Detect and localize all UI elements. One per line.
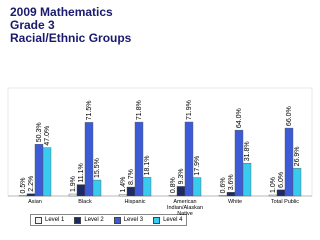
data-label: 11.1% — [78, 163, 85, 182]
bar — [176, 186, 186, 197]
data-label: 47.0% — [44, 126, 51, 146]
chart-title: 2009 Mathematics Grade 3 Racial/Ethnic G… — [10, 5, 132, 45]
plot-frame — [7, 87, 313, 197]
bar — [184, 121, 194, 197]
legend-label: Level 4 — [163, 217, 183, 223]
x-tick-label: Hispanic — [124, 199, 146, 205]
bar — [168, 194, 178, 197]
data-label: 1.0% — [270, 177, 277, 193]
legend-label: Level 2 — [84, 217, 104, 223]
bar — [26, 193, 36, 197]
legend-swatch — [113, 216, 121, 224]
data-label: 0.8% — [170, 177, 177, 193]
bar — [18, 195, 28, 197]
legend-item: Level 1 — [35, 216, 65, 224]
legend-label: Level 1 — [45, 217, 65, 223]
data-label: 6.0% — [278, 172, 285, 188]
bar — [226, 192, 236, 197]
data-label: 8.7% — [128, 169, 135, 185]
bar — [284, 127, 294, 197]
bar — [84, 122, 94, 197]
data-label: 1.4% — [120, 177, 127, 193]
bar — [134, 121, 144, 197]
data-label: 64.0% — [236, 108, 243, 128]
data-label: 66.0% — [286, 106, 293, 126]
bar — [268, 194, 278, 197]
data-label: 18.1% — [144, 156, 151, 176]
data-label: 3.6% — [228, 174, 235, 190]
bar — [242, 163, 252, 197]
data-label: 0.5% — [20, 178, 27, 194]
legend-item: Level 2 — [74, 216, 104, 224]
bar — [68, 193, 78, 197]
data-label: 71.9% — [186, 100, 193, 120]
legend-item: Level 3 — [113, 216, 144, 224]
legend-swatch — [74, 216, 82, 224]
bar — [42, 147, 52, 197]
data-label: 2.2% — [28, 176, 35, 192]
bar — [34, 144, 44, 197]
data-label: 15.5% — [94, 158, 101, 178]
bar — [76, 184, 86, 197]
legend-swatch — [153, 216, 161, 224]
legend-swatch — [35, 216, 42, 224]
data-label: 71.8% — [136, 100, 143, 120]
x-tick-label: Black — [78, 199, 92, 205]
x-tick-label: Total Public — [270, 199, 300, 205]
bar — [234, 129, 244, 197]
legend: Level 1 Level 2 Level 3 Level 4 — [30, 214, 188, 226]
data-label: 26.9% — [294, 146, 301, 166]
x-tick-label: American Indian/Alaskan Native — [166, 199, 204, 217]
bar — [292, 168, 302, 197]
x-tick-label: Asian — [28, 199, 42, 205]
bar — [142, 177, 152, 197]
bar — [276, 189, 286, 197]
legend-label: Level 3 — [123, 217, 144, 223]
bar — [192, 177, 202, 197]
bar — [218, 195, 228, 197]
bar — [118, 194, 128, 197]
x-tick-label: White — [227, 199, 243, 205]
data-label: 9.3% — [178, 168, 185, 184]
bar — [92, 179, 102, 197]
data-label: 31.8% — [244, 141, 251, 161]
data-label: 17.9% — [194, 156, 201, 176]
data-label: 71.5% — [86, 101, 93, 121]
bar — [126, 186, 136, 197]
data-label: 50.3% — [36, 122, 43, 142]
data-label: 0.6% — [220, 177, 227, 193]
data-label: 1.9% — [70, 176, 77, 192]
legend-item: Level 4 — [153, 216, 183, 224]
